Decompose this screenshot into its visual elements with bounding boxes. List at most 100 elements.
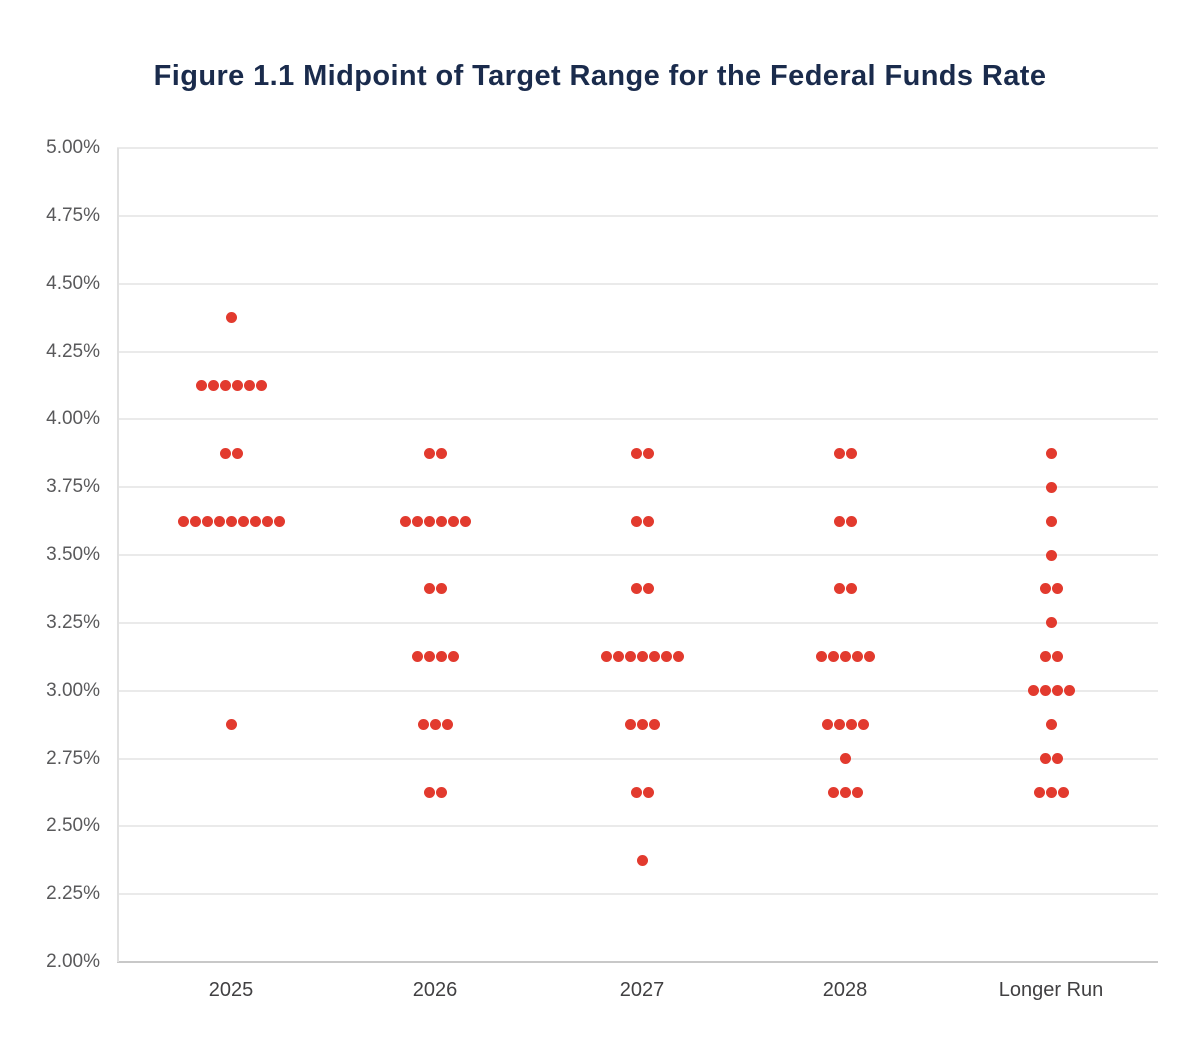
gridline [117,893,1158,896]
dot [435,651,447,663]
dot [642,583,654,595]
y-axis-tick-label: 2.75% [46,747,100,769]
y-axis-tick-label: 4.00% [46,408,100,430]
dot [1051,685,1063,697]
y-axis-tick-label: 4.25% [46,340,100,362]
gridline [117,961,1158,963]
dot [273,515,285,527]
gridline [117,282,1158,285]
y-axis-tick-label: 3.25% [46,611,100,633]
dot [1033,786,1045,798]
dot [648,719,660,731]
gridline [117,621,1158,624]
y-axis-tick-label: 3.00% [46,679,100,701]
dot [851,786,863,798]
gridline [117,757,1158,760]
dot [189,515,201,527]
dot [261,515,273,527]
y-axis-tick-label: 4.75% [46,204,100,226]
dot [630,786,642,798]
dot [636,719,648,731]
dot [1045,786,1057,798]
y-axis-tick-label: 2.00% [46,951,100,972]
dot [219,447,231,459]
dot [672,651,684,663]
dot [833,583,845,595]
dot [225,312,237,324]
dot [255,379,267,391]
x-axis-category-label: 2026 [412,979,458,1001]
dot [417,719,429,731]
dot [1051,753,1063,764]
dot [231,379,243,391]
dot [231,447,243,459]
dot [219,379,231,391]
dot [845,583,857,595]
dot [600,651,612,663]
dot [845,447,857,459]
dot [423,515,435,527]
gridline [117,689,1158,692]
dot [1051,651,1063,663]
dot [624,719,636,731]
dot [441,719,453,731]
dot [624,651,636,663]
dot [1039,583,1051,595]
dot [411,515,423,527]
dot [851,651,863,663]
dot [636,651,648,663]
dot [839,786,851,798]
dot [423,651,435,663]
gridline [117,825,1158,828]
dot [411,651,423,663]
dot [447,515,459,527]
dot [423,583,435,595]
dot [213,515,225,527]
dot [839,753,851,764]
y-axis-line [117,148,119,962]
dot [630,583,642,595]
y-axis-tick-label: 2.25% [46,883,100,905]
dot [459,515,471,527]
dot [642,447,654,459]
dot [243,379,255,391]
dot [821,719,833,731]
dot [833,515,845,527]
dot [195,379,207,391]
gridline [117,350,1158,353]
gridline [117,147,1158,149]
dot [1045,719,1057,731]
dot [225,515,237,527]
dot [1063,685,1075,697]
dot [660,651,672,663]
dot [237,515,249,527]
dot [429,719,441,731]
dot [857,719,869,731]
dot [435,447,447,459]
x-axis-category-label: 2027 [619,979,665,1001]
dot [1045,617,1057,629]
x-axis-category-label: 2028 [822,979,868,1001]
dot [1045,515,1057,527]
dot [225,719,237,731]
dot [833,447,845,459]
dot [636,854,648,866]
dot [815,651,827,663]
x-axis-category-label: 2025 [208,979,254,1001]
dot [1045,549,1057,561]
dot [827,786,839,798]
dot [612,651,624,663]
dot [642,786,654,798]
dot [642,515,654,527]
dot [1045,481,1057,493]
dot [435,786,447,798]
dot [833,719,845,731]
dot [1039,685,1051,697]
dot [423,447,435,459]
gridline [117,418,1158,421]
dot [845,719,857,731]
y-axis-tick-label: 3.75% [46,476,100,498]
dot [827,651,839,663]
dot [630,515,642,527]
